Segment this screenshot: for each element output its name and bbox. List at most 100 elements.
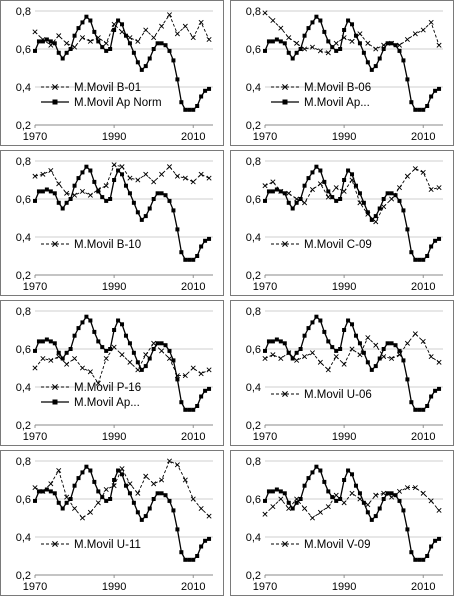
data-point <box>342 478 347 482</box>
data-point <box>290 506 295 511</box>
data-point <box>373 46 379 52</box>
data-point <box>369 367 374 372</box>
data-point <box>294 500 299 505</box>
data-point <box>365 40 371 46</box>
chart-svg: 0,2 0,4 0,6 0,8 1970 1990 2010 M.Movil U-11 <box>16 456 213 593</box>
data-point <box>64 494 70 500</box>
data-point <box>127 191 132 196</box>
data-point <box>381 490 387 496</box>
data-point <box>266 39 271 44</box>
data-point <box>64 200 69 205</box>
data-point <box>151 347 156 351</box>
data-point <box>52 491 57 496</box>
data-point <box>80 170 85 175</box>
data-point <box>112 178 117 182</box>
data-point <box>179 100 184 105</box>
data-point <box>436 359 442 365</box>
data-point <box>203 238 208 243</box>
y-tick-label: 0,6 <box>246 194 261 206</box>
data-point <box>139 517 144 522</box>
series-line <box>34 164 210 196</box>
y-tick-label: 0,2 <box>16 420 31 432</box>
legend-label: M.Movil V-09 <box>304 539 370 551</box>
data-point <box>433 388 438 393</box>
data-point <box>135 360 140 365</box>
y-tick-label: 0,4 <box>16 532 31 544</box>
data-point <box>262 183 268 189</box>
data-point <box>274 487 279 492</box>
data-point <box>346 18 351 23</box>
data-point <box>413 407 418 412</box>
data-point <box>306 326 311 331</box>
data-point <box>417 257 422 262</box>
data-point <box>429 544 434 549</box>
legend-marker <box>282 84 288 90</box>
data-point <box>263 348 267 353</box>
data-point <box>167 198 172 203</box>
chart-panel: 0,2 0,4 0,6 0,8 1970 1990 2010 M.Movil B-01 M.Mo… <box>0 0 224 146</box>
data-point <box>420 169 426 175</box>
data-point <box>369 67 374 72</box>
data-point <box>405 227 410 232</box>
data-point <box>317 509 323 515</box>
data-point <box>286 505 292 512</box>
data-point <box>76 326 81 331</box>
data-point <box>103 355 109 362</box>
chart-panel: 0,2 0,4 0,6 0,8 1970 1990 2010 M.Movil B-10 <box>0 150 224 296</box>
data-point <box>52 191 57 196</box>
data-point <box>428 19 434 25</box>
data-point <box>68 47 73 51</box>
data-point <box>298 497 303 501</box>
data-point <box>112 328 117 332</box>
data-point <box>270 504 276 510</box>
x-tick-label: 2010 <box>411 281 435 293</box>
data-point <box>32 173 38 179</box>
data-point <box>206 367 212 373</box>
data-point <box>353 183 358 188</box>
data-point <box>405 377 410 382</box>
data-point <box>171 508 176 513</box>
data-point <box>96 339 101 344</box>
legend-label: M.Movil U-06 <box>304 389 372 401</box>
data-point <box>143 364 148 369</box>
data-point <box>166 458 173 464</box>
data-point <box>433 88 438 93</box>
data-point <box>373 514 378 519</box>
data-point <box>88 18 93 23</box>
data-point <box>32 29 38 35</box>
x-tick-label: 2010 <box>181 581 205 593</box>
data-point <box>389 191 394 196</box>
legend-marker <box>282 99 288 105</box>
data-point <box>341 361 347 367</box>
data-point <box>195 104 200 108</box>
data-point <box>163 343 168 348</box>
data-point <box>183 257 188 262</box>
legend-marker <box>282 241 288 247</box>
chart-panel: 0,2 0,4 0,6 0,8 1970 1990 2010 M.Movil V-09 <box>230 450 454 596</box>
data-point <box>357 31 363 37</box>
x-tick-label: 1970 <box>23 131 47 143</box>
data-point <box>412 331 418 337</box>
y-tick-label: 0,4 <box>16 382 31 394</box>
data-point <box>103 183 109 189</box>
data-point <box>207 236 212 241</box>
legend-label: M.Movil Ap... <box>74 397 140 409</box>
data-point <box>326 489 331 494</box>
data-point <box>357 341 362 346</box>
data-point <box>190 179 196 185</box>
data-point <box>421 107 426 112</box>
data-point <box>317 181 323 187</box>
data-point <box>84 164 89 169</box>
data-point <box>48 481 54 487</box>
data-point <box>404 340 410 346</box>
data-point <box>199 544 204 549</box>
y-tick-label: 0,8 <box>246 156 261 168</box>
y-tick-label: 0,2 <box>246 570 261 582</box>
data-point <box>187 107 192 112</box>
data-point <box>428 354 434 360</box>
data-point <box>64 500 69 505</box>
data-point <box>147 356 152 361</box>
x-tick-label: 2010 <box>181 431 205 443</box>
data-point <box>155 341 160 346</box>
data-point <box>139 217 144 222</box>
